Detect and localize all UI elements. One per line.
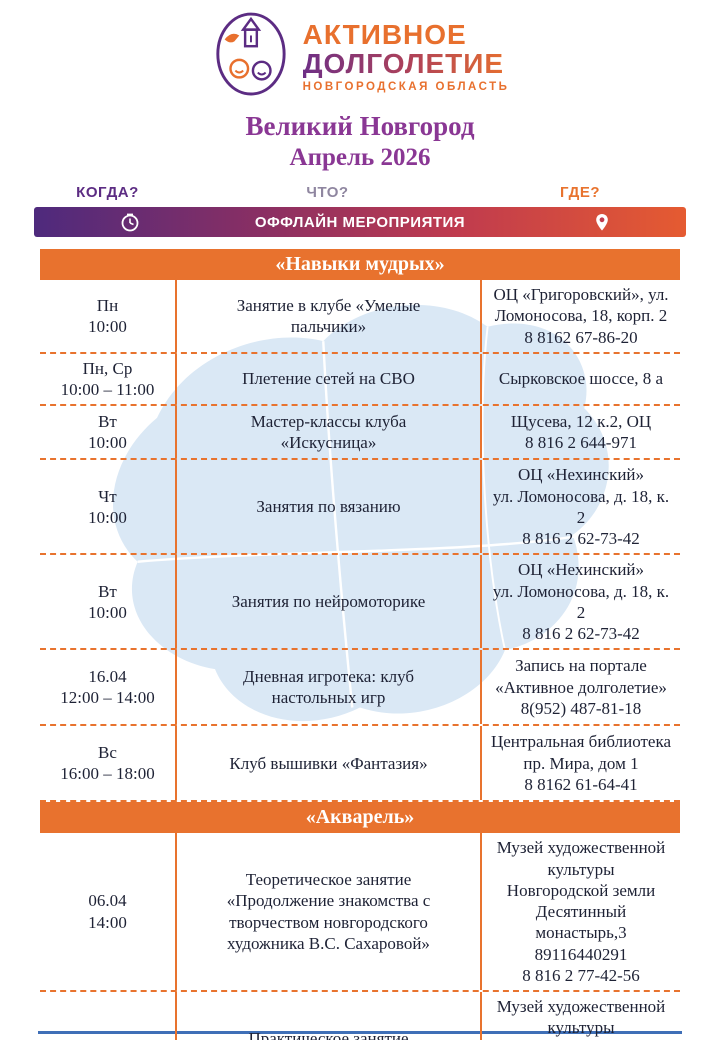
page-title-month: Апрель 2026	[289, 144, 431, 171]
location-pin-icon	[592, 212, 612, 232]
brand-header: АКТИВНОЕ ДОЛГОЛЕТИЕ НОВГОРОДСКАЯ ОБЛАСТЬ	[0, 0, 720, 103]
brand-emblem-icon	[211, 10, 289, 103]
clock-icon	[120, 212, 140, 232]
section-header: «Навыки мудрых»	[40, 249, 680, 280]
event-where: Музей художественной культуры Новгородск…	[480, 992, 680, 1040]
table-row: 16.04 12:00 – 14:00 Дневная игротека: кл…	[40, 650, 680, 727]
event-where: Запись на портале «Активное долголетие» …	[480, 650, 680, 725]
schedule-table: «Навыки мудрых» Пн 10:00 Занятие в клубе…	[40, 249, 680, 1040]
event-where: Музей художественной культуры Новгородск…	[480, 833, 680, 990]
offline-events-banner: ОФФЛАЙН МЕРОПРИЯТИЯ	[34, 207, 686, 237]
event-when: Чт 10:00	[88, 486, 127, 527]
column-label-what: ЧТО?	[306, 184, 349, 201]
event-what: Занятия по вязанию	[175, 460, 480, 554]
event-what: Занятие в клубе «Умелые пальчики»	[175, 280, 480, 352]
table-row: 06.04 14:30 Практическое занятие «Новгор…	[40, 992, 680, 1040]
table-row: 06.04 14:00 Теоретическое занятие «Продо…	[40, 833, 680, 992]
brand-region: НОВГОРОДСКАЯ ОБЛАСТЬ	[302, 81, 510, 94]
event-what: Занятия по нейромоторике	[175, 555, 480, 649]
event-where: Сырковское шоссе, 8 а	[480, 353, 680, 405]
brand-text: АКТИВНОЕ ДОЛГОЛЕТИЕ НОВГОРОДСКАЯ ОБЛАСТЬ	[302, 18, 510, 94]
event-where: Щусева, 12 к.2, ОЦ 8 816 2 644-971	[480, 406, 680, 459]
brand-name-line2: ДОЛГОЛЕТИЕ	[303, 49, 510, 79]
event-when: 06.04 14:30	[40, 992, 175, 1040]
event-what: Дневная игротека: клуб настольных игр	[175, 650, 480, 725]
event-when: Вт 10:00	[88, 581, 127, 622]
banner-label: ОФФЛАЙН МЕРОПРИЯТИЯ	[254, 213, 466, 231]
event-when: 06.04 14:00	[88, 891, 127, 932]
table-row: Пн 10:00 Занятие в клубе «Умелые пальчик…	[40, 280, 680, 354]
section-header: «Акварель»	[40, 802, 680, 834]
event-where: ОЦ «Нехинский» ул. Ломоносова, д. 18, к.…	[480, 555, 680, 649]
event-when: 16.04 12:00 – 14:00	[60, 667, 155, 708]
column-labels: КОГДА? ЧТО? ГДЕ?	[40, 184, 680, 201]
table-row: Чт 10:00 Занятия по вязанию ОЦ «Нехински…	[40, 460, 680, 556]
table-row: Вт 10:00 Мастер-классы клуба «Искусница»…	[40, 406, 680, 461]
table-row: Вт 10:00 Занятия по нейромоторике ОЦ «Не…	[40, 555, 680, 651]
event-when: Вс 16:00 – 18:00	[60, 743, 155, 784]
footer-divider	[38, 1031, 682, 1034]
event-what: Мастер-классы клуба «Искусница»	[175, 406, 480, 459]
page-title-city: Великий Новгород	[245, 111, 475, 141]
event-what: Клуб вышивки «Фантазия»	[175, 726, 480, 801]
event-where: ОЦ «Григоровский», ул. Ломоносова, 18, к…	[480, 280, 680, 352]
event-what: Практическое занятие «Новгородские святы…	[175, 992, 480, 1040]
event-where: Центральная библиотека пр. Мира, дом 1 8…	[480, 726, 680, 801]
column-label-when: КОГДА?	[76, 184, 139, 201]
event-what: Теоретическое занятие «Продолжение знако…	[175, 833, 480, 990]
table-row: Вс 16:00 – 18:00 Клуб вышивки «Фантазия»…	[40, 726, 680, 803]
event-when: Вт 10:00	[88, 412, 127, 453]
event-where: ОЦ «Нехинский» ул. Ломоносова, д. 18, к.…	[480, 460, 680, 554]
brand-name-line1: АКТИВНОЕ	[302, 18, 467, 50]
event-what: Плетение сетей на СВО	[175, 353, 480, 405]
column-label-where: ГДЕ?	[560, 184, 600, 201]
event-when: Пн 10:00	[88, 295, 127, 336]
event-when: Пн, Ср 10:00 – 11:00	[60, 358, 155, 399]
table-row: Пн, Ср 10:00 – 11:00 Плетение сетей на С…	[40, 353, 680, 407]
